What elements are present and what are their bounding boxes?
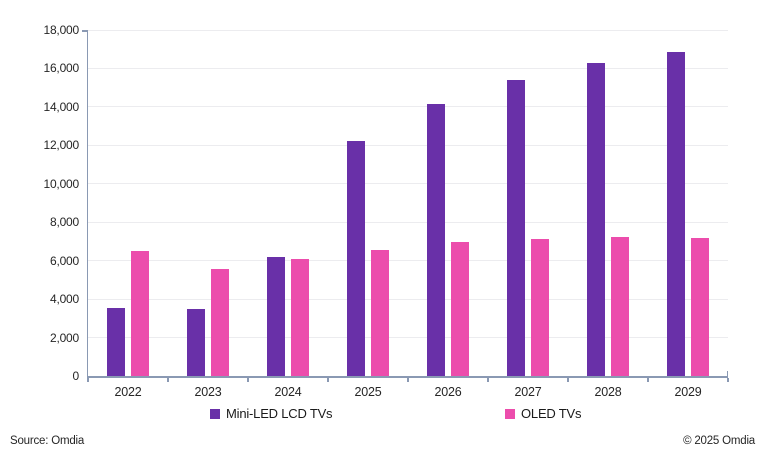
y-axis-tick-label: 6,000 [49, 253, 79, 268]
x-axis-tick [407, 378, 409, 382]
gridline-8,000 [88, 221, 728, 223]
bar-mini-led-2022 [107, 307, 125, 376]
legend-label-mini-led: Mini-LED LCD TVs [226, 406, 333, 421]
x-axis-tick-label: 2029 [674, 385, 702, 399]
y-axis-tick-label: 8,000 [49, 215, 79, 230]
gridline-6,000 [88, 260, 728, 262]
bar-oled-2029 [691, 237, 709, 376]
bar-mini-led-2026 [427, 104, 445, 376]
x-axis-tick-label: 2026 [434, 385, 462, 399]
x-axis-tick [87, 378, 89, 382]
footer: Source: Omdia © 2025 Omdia [0, 431, 767, 451]
x-axis-tick-label: 2027 [514, 385, 542, 399]
legend-item-oled-tvs: OLED TVs [505, 406, 581, 422]
legend-item-mini-led-lcd-tvs: Mini-LED LCD TVs [210, 406, 333, 422]
x-axis-tick [327, 378, 329, 382]
legend: Mini-LED LCD TVs OLED TVs [0, 406, 767, 424]
bar-mini-led-2023 [187, 308, 205, 376]
copyright-note: © 2025 Omdia [683, 435, 755, 447]
y-axis-tick-label: 18,000 [43, 23, 79, 37]
x-axis-tick-label: 2028 [594, 385, 622, 399]
x-axis-end-cap [726, 371, 728, 376]
gridline-12,000 [88, 144, 728, 146]
x-axis-line [86, 376, 728, 378]
legend-label-oled: OLED TVs [521, 406, 582, 421]
bar-oled-2026 [451, 241, 469, 376]
source-note: Source: Omdia [10, 435, 85, 447]
legend-swatch-oled-icon [505, 409, 515, 419]
bar-oled-2025 [371, 250, 389, 376]
y-axis-tick-label: 12,000 [43, 138, 79, 153]
gridline-2,000 [88, 337, 728, 339]
y-axis-tick-label: 0 [72, 369, 80, 383]
y-axis-tick-label: 14,000 [43, 99, 79, 114]
x-axis-tick [567, 378, 569, 382]
gridline-18,000 [88, 29, 728, 31]
gridline-14,000 [88, 106, 728, 108]
bar-oled-2022 [131, 251, 149, 376]
gridline-16,000 [88, 67, 728, 69]
x-axis-tick [167, 378, 169, 382]
gridline-10,000 [88, 183, 728, 185]
bar-mini-led-2028 [587, 62, 605, 376]
bar-oled-2024 [291, 259, 309, 376]
bar-mini-led-2027 [507, 79, 525, 376]
legend-swatch-mini-led-icon [210, 409, 220, 419]
x-axis-tick-label: 2022 [114, 385, 142, 399]
y-axis-tick-label: 2,000 [49, 330, 79, 345]
y-axis-line [86, 30, 88, 376]
y-axis-tick-label: 16,000 [43, 61, 79, 76]
bar-mini-led-2024 [267, 256, 285, 376]
x-axis-tick-label: 2023 [194, 385, 222, 399]
x-axis-tick [247, 378, 249, 382]
bar-oled-2028 [611, 236, 629, 376]
bar-oled-2027 [531, 238, 549, 376]
x-axis-tick-label: 2025 [354, 385, 382, 399]
x-axis-tick [487, 378, 489, 382]
x-axis-tick [647, 378, 649, 382]
bar-mini-led-2029 [667, 52, 685, 376]
bar-oled-2023 [211, 269, 229, 376]
x-axis-tick [727, 378, 729, 382]
y-axis-end-tick [82, 30, 87, 32]
gridline-4,000 [88, 298, 728, 300]
y-axis-tick-label: 4,000 [49, 292, 79, 307]
y-axis-tick-label: 10,000 [43, 176, 79, 191]
bar-mini-led-2025 [347, 140, 365, 376]
x-axis-tick-label: 2024 [274, 385, 302, 399]
